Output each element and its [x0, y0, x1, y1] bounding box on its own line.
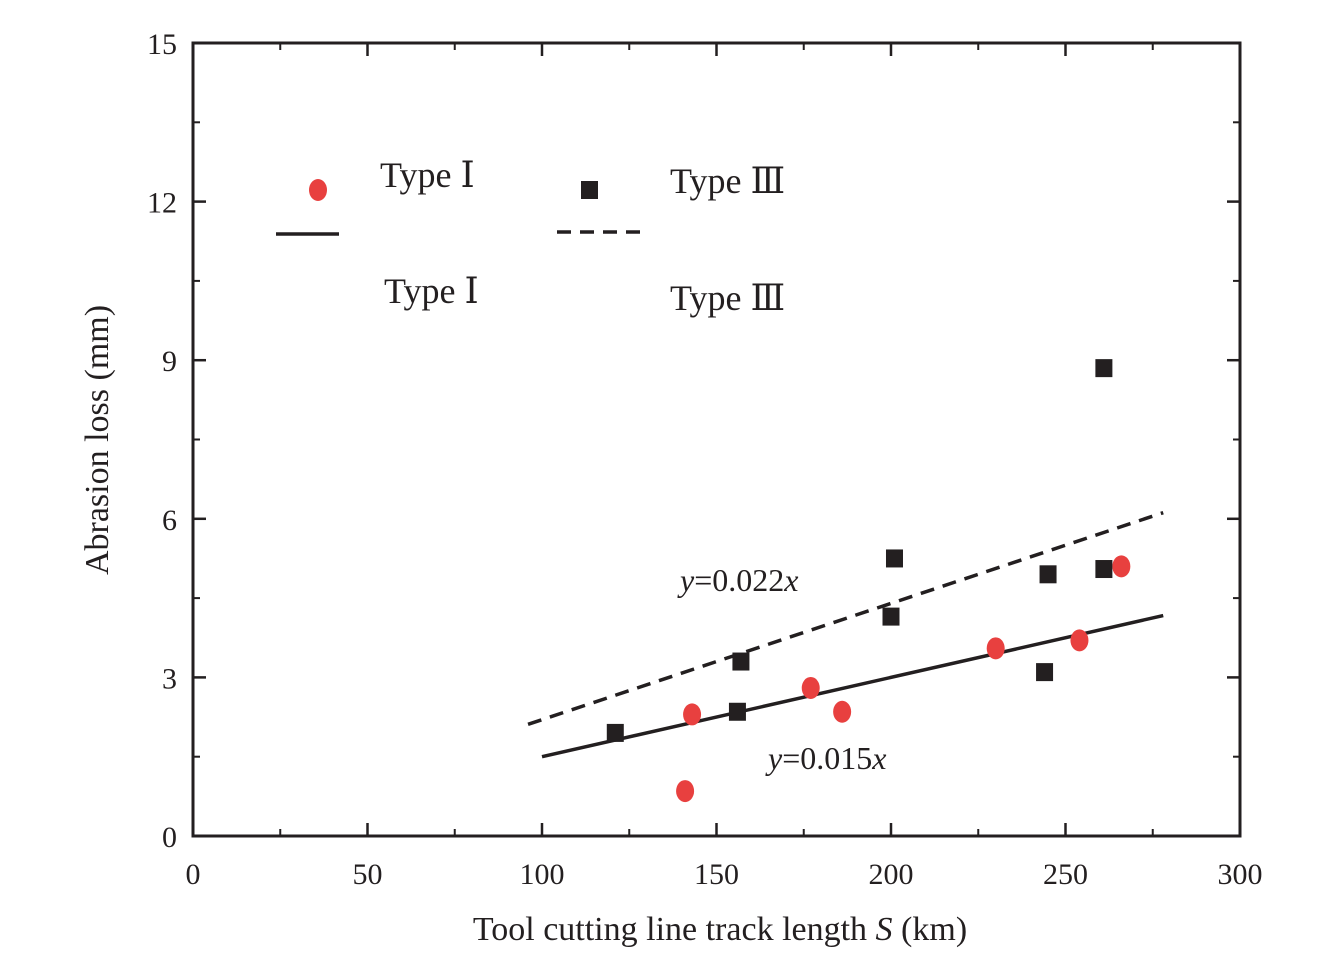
x-tick-label: 250	[1043, 858, 1088, 891]
y-tick-label: 9	[162, 345, 177, 378]
legend-label-type3-points: Type Ⅲ	[670, 161, 785, 201]
legend-marker-type3	[581, 181, 598, 199]
point-type1	[801, 676, 820, 699]
legend-label-type3-fit: Type Ⅲ	[670, 278, 785, 318]
point-type3	[728, 702, 746, 721]
fit-lines	[527, 511, 1164, 759]
point-type1	[676, 780, 695, 803]
point-type1	[1112, 555, 1131, 578]
x-tick-label: 200	[869, 858, 914, 891]
x-tick-label: 50	[353, 858, 383, 891]
x-tick-label: 300	[1218, 858, 1263, 891]
legend-label-type1-fit: Type Ⅰ	[384, 271, 479, 311]
point-type3	[1095, 359, 1113, 378]
x-tick-label: 150	[694, 858, 739, 891]
x-axis-label: Tool cutting line track length S (km)	[473, 911, 967, 948]
point-type3	[1095, 560, 1113, 579]
point-type1	[986, 637, 1005, 660]
axis-ticks: 0 50 100 150 200 250 300 0 3 6 9 12 15	[147, 28, 1263, 891]
y-axis-label: Abrasion loss (mm)	[79, 305, 116, 575]
data-points	[606, 359, 1131, 803]
fit-equation-type3: y=0.022x	[677, 562, 798, 598]
point-type3	[606, 723, 624, 742]
fit-equation-type1: y=0.015x	[765, 740, 886, 776]
legend-marker-type1	[309, 179, 327, 201]
point-type3	[1039, 565, 1057, 584]
legend: Type Ⅰ Type Ⅲ Type Ⅰ Type Ⅲ	[276, 155, 785, 318]
y-tick-label: 6	[162, 504, 177, 537]
fit-line-type1	[541, 613, 1164, 759]
point-type3	[882, 607, 900, 626]
y-tick-label: 12	[147, 187, 177, 220]
y-tick-label: 3	[162, 662, 177, 695]
point-type1	[1070, 629, 1089, 652]
x-tick-label: 0	[186, 858, 201, 891]
point-type1	[833, 700, 852, 723]
legend-label-type1-points: Type Ⅰ	[380, 155, 475, 195]
point-type3	[1036, 663, 1054, 682]
fit-line-type3	[527, 511, 1164, 727]
point-type3	[732, 652, 750, 671]
y-tick-label: 0	[162, 821, 177, 854]
point-type3	[885, 549, 903, 568]
y-tick-label: 15	[147, 28, 177, 61]
point-type1	[683, 703, 702, 726]
x-tick-label: 100	[520, 858, 565, 891]
